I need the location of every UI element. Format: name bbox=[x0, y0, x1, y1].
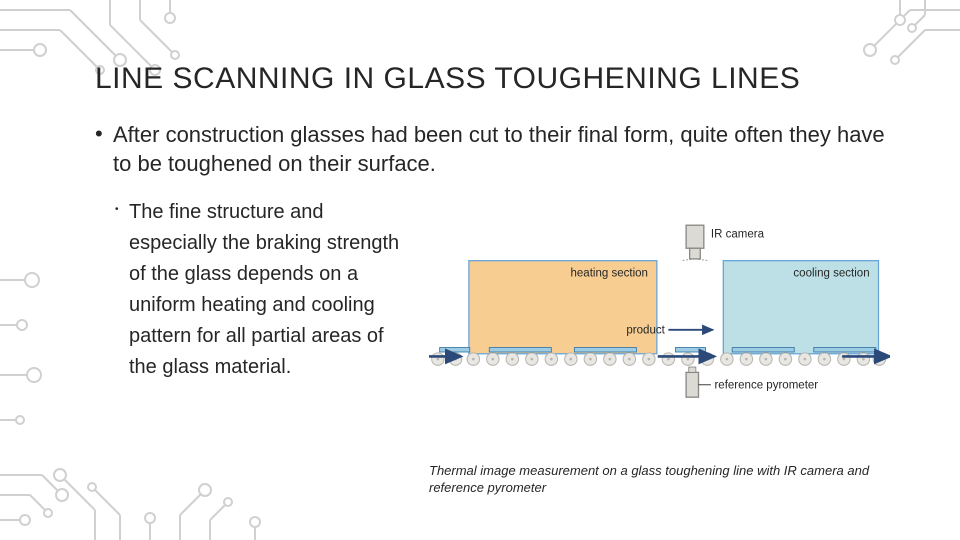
diagram-caption: Thermal image measurement on a glass tou… bbox=[429, 463, 890, 497]
slide-title: LINE SCANNING IN GLASS TOUGHENING LINES bbox=[95, 60, 875, 98]
svg-text:reference pyrometer: reference pyrometer bbox=[714, 379, 818, 391]
bullet-marker: • bbox=[115, 197, 129, 215]
slide-content: LINE SCANNING IN GLASS TOUGHENING LINES … bbox=[0, 0, 960, 452]
svg-text:product: product bbox=[626, 324, 665, 336]
bullet-2-row: • The fine structure and especially the … bbox=[115, 197, 890, 452]
bullet-1: • After construction glasses had been cu… bbox=[95, 120, 890, 179]
svg-text:heating section: heating section bbox=[571, 268, 648, 280]
bullet-marker: • bbox=[95, 120, 113, 179]
svg-text:IR camera: IR camera bbox=[711, 228, 765, 240]
glass-toughening-diagram: heating section cooling section product IR … bbox=[429, 197, 890, 452]
circuit-decoration-bottom bbox=[0, 460, 320, 540]
svg-text:cooling section: cooling section bbox=[793, 268, 869, 280]
bullet-2-text: The fine structure and especially the br… bbox=[129, 197, 409, 383]
bullet-1-text: After construction glasses had been cut … bbox=[113, 120, 890, 179]
